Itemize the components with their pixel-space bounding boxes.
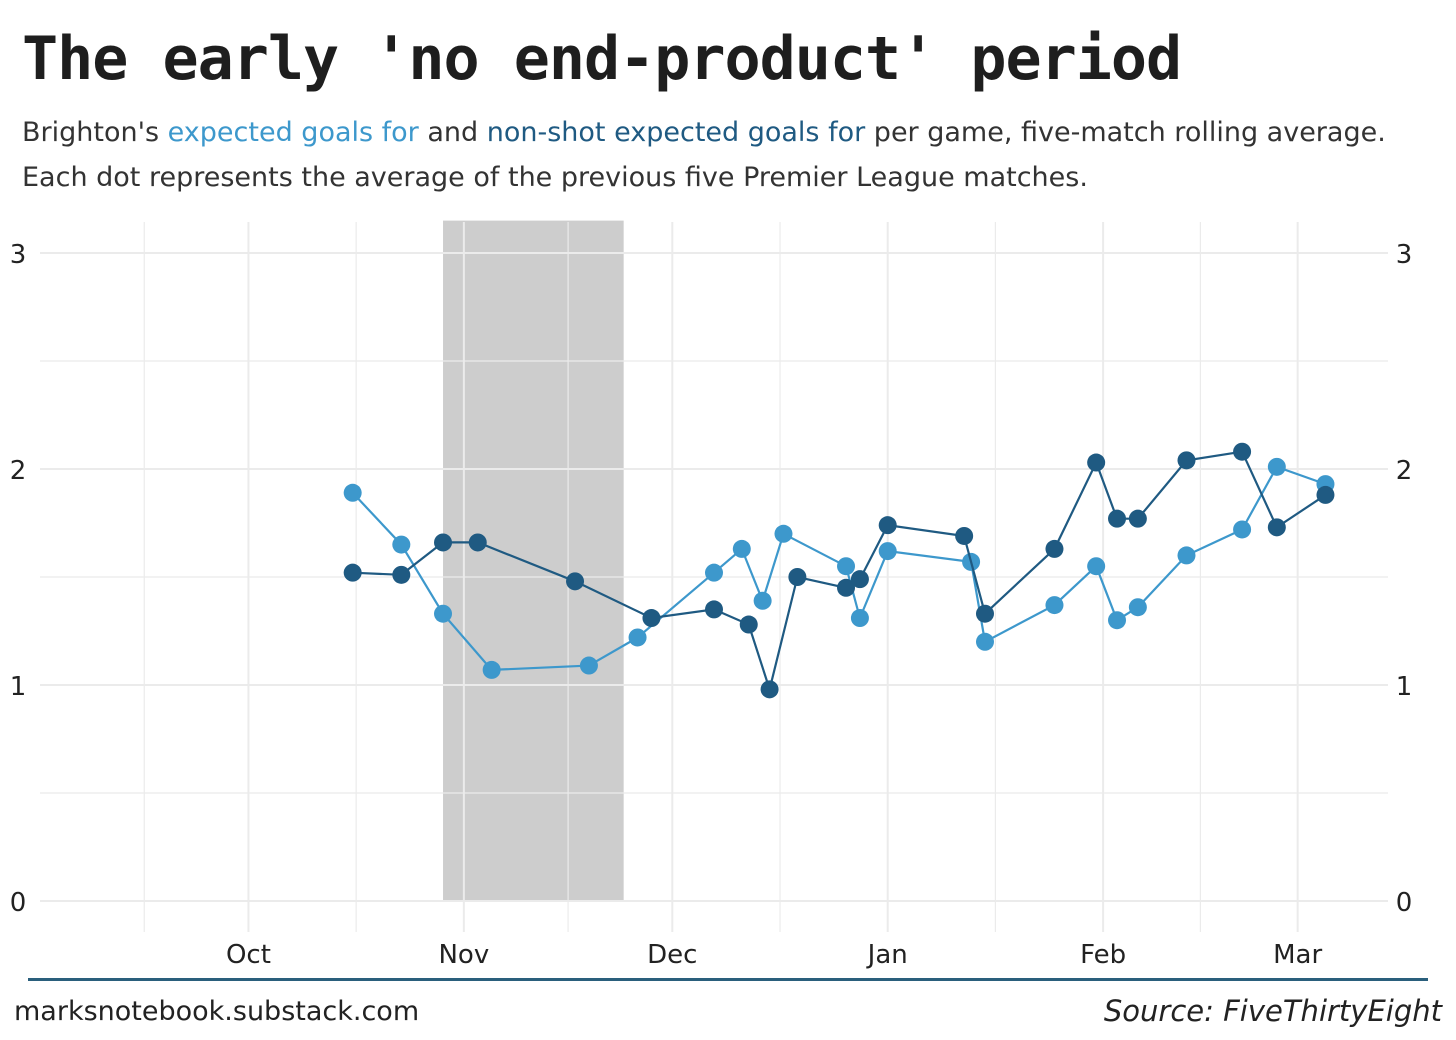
data-point-xg bbox=[482, 660, 501, 679]
data-point-npxg bbox=[1108, 509, 1127, 528]
data-point-npxg bbox=[468, 533, 487, 552]
data-point-xg bbox=[837, 557, 856, 576]
site-credit: marksnotebook.substack.com bbox=[14, 996, 420, 1027]
data-point-npxg bbox=[850, 570, 869, 589]
x-tick-label: Feb bbox=[1080, 940, 1126, 970]
data-point-xg bbox=[705, 563, 723, 582]
data-point-npxg bbox=[1316, 485, 1335, 504]
data-point-xg bbox=[628, 628, 647, 647]
legend-xg-label: expected goals for bbox=[167, 117, 419, 148]
data-point-npxg bbox=[1177, 451, 1196, 470]
data-point-xg bbox=[1045, 596, 1064, 615]
highlight-layer bbox=[443, 220, 624, 902]
data-point-npxg bbox=[705, 600, 723, 619]
subtitle-line-2: Each dot represents the average of the p… bbox=[22, 162, 1088, 193]
data-point-npxg bbox=[837, 578, 856, 597]
data-point-npxg bbox=[1267, 518, 1286, 537]
series-npxg bbox=[343, 442, 1335, 699]
highlight-period bbox=[443, 220, 624, 902]
data-point-npxg bbox=[739, 615, 758, 634]
data-point-npxg bbox=[1045, 539, 1064, 558]
data-point-npxg bbox=[642, 609, 661, 628]
chart-subtitle: Brighton's expected goals for and non-sh… bbox=[22, 110, 1442, 200]
data-point-npxg bbox=[434, 533, 453, 552]
data-point-xg bbox=[579, 656, 598, 675]
x-tick-label: Nov bbox=[438, 940, 489, 970]
data-point-npxg bbox=[1128, 509, 1147, 528]
legend-npxg-label: non-shot expected goals for bbox=[486, 117, 866, 148]
series-xg bbox=[343, 457, 1335, 679]
x-tick-label: Dec bbox=[647, 940, 697, 970]
line-chart: 0 0 1 1 2 2 3 3 Oct Nov Dec Jan Feb Mar bbox=[10, 220, 1413, 970]
y-tick-label-left: 1 bbox=[10, 672, 27, 702]
data-point-npxg bbox=[1087, 453, 1106, 472]
data-point-xg bbox=[343, 483, 362, 502]
data-point-xg bbox=[392, 535, 411, 554]
x-tick-label: Jan bbox=[866, 940, 908, 970]
data-point-npxg bbox=[343, 563, 362, 582]
data-point-xg bbox=[1128, 598, 1147, 617]
x-tick-label: Oct bbox=[226, 940, 271, 970]
y-tick-label-right: 2 bbox=[1396, 456, 1413, 486]
y-tick-label-left: 2 bbox=[10, 456, 27, 486]
chart-title: The early 'no end-product' period bbox=[22, 24, 1182, 94]
footer-divider bbox=[28, 978, 1428, 981]
data-point-xg bbox=[753, 591, 772, 610]
series-layer bbox=[343, 442, 1335, 699]
subtitle-line-1: Brighton's expected goals for and non-sh… bbox=[22, 110, 1442, 155]
data-point-npxg bbox=[878, 516, 897, 535]
data-point-xg bbox=[975, 632, 994, 651]
y-axis: 0 0 1 1 2 2 3 3 bbox=[10, 240, 1413, 918]
data-point-npxg bbox=[788, 568, 807, 586]
data-point-xg bbox=[850, 609, 869, 628]
data-point-npxg bbox=[760, 680, 779, 699]
x-tick-label: Mar bbox=[1273, 940, 1322, 970]
data-point-npxg bbox=[566, 572, 585, 591]
data-point-npxg bbox=[975, 604, 994, 623]
grid-layer bbox=[40, 222, 1388, 932]
y-tick-label-right: 0 bbox=[1396, 888, 1413, 918]
data-point-xg bbox=[774, 524, 793, 543]
data-point-xg bbox=[1087, 557, 1106, 576]
data-point-xg bbox=[434, 604, 453, 623]
subtitle-and: and bbox=[418, 117, 487, 148]
data-point-xg bbox=[1267, 457, 1286, 476]
source-credit: Source: FiveThirtyEight bbox=[1103, 994, 1442, 1028]
data-point-npxg bbox=[1233, 442, 1252, 461]
data-point-xg bbox=[732, 539, 751, 558]
y-tick-label-right: 3 bbox=[1396, 240, 1413, 270]
data-point-xg bbox=[1108, 611, 1127, 630]
data-point-xg bbox=[1233, 520, 1252, 539]
data-point-npxg bbox=[392, 565, 411, 584]
y-tick-label-right: 1 bbox=[1396, 672, 1413, 702]
subtitle-suffix: per game, five-match rolling average. bbox=[865, 117, 1386, 148]
x-axis: Oct Nov Dec Jan Feb Mar bbox=[226, 940, 1323, 970]
y-tick-label-left: 3 bbox=[10, 240, 27, 270]
subtitle-prefix: Brighton's bbox=[22, 117, 168, 148]
y-tick-label-left: 0 bbox=[10, 888, 27, 918]
data-point-xg bbox=[878, 542, 897, 561]
data-point-xg bbox=[1177, 546, 1196, 565]
data-point-npxg bbox=[955, 526, 974, 545]
